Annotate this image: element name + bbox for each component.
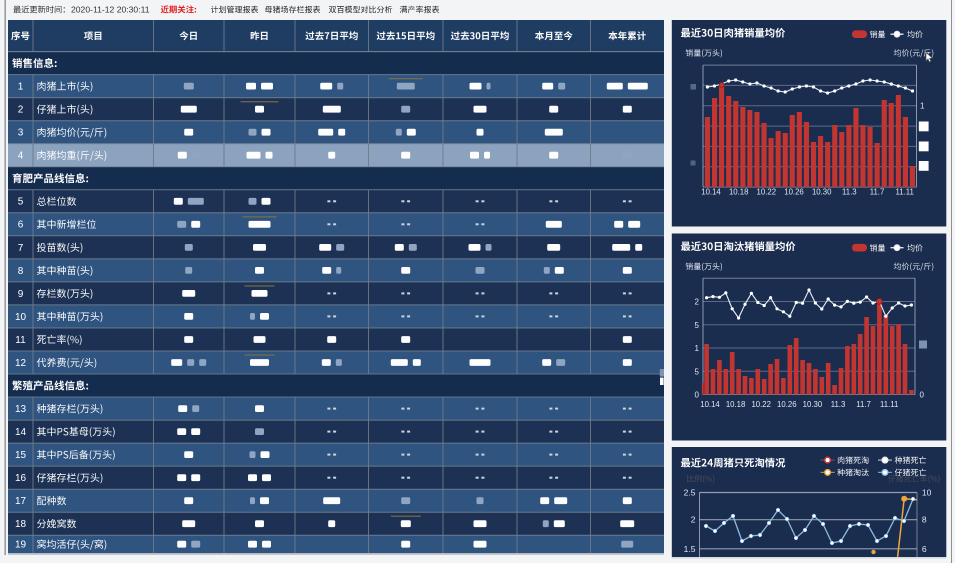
svg-text:10.18: 10.18 <box>729 188 749 197</box>
svg-text:3: 3 <box>18 128 24 139</box>
svg-text:10: 10 <box>15 312 27 323</box>
svg-text:10.22: 10.22 <box>751 400 771 409</box>
svg-text:2.5: 2.5 <box>684 488 696 498</box>
svg-text:1: 1 <box>695 344 700 353</box>
svg-text:9: 9 <box>18 289 24 300</box>
svg-text:11: 11 <box>15 335 26 346</box>
svg-text:11.11: 11.11 <box>896 188 914 197</box>
svg-text:2020-11-12 20:30:11: 2020-11-12 20:30:11 <box>71 5 150 15</box>
svg-text:11.7: 11.7 <box>870 188 885 197</box>
svg-text:1: 1 <box>18 82 24 93</box>
svg-text:11.7: 11.7 <box>856 400 871 409</box>
svg-text:10.26: 10.26 <box>777 400 797 409</box>
svg-text:2: 2 <box>695 298 700 307</box>
svg-text:10.30: 10.30 <box>803 400 823 409</box>
svg-text:16: 16 <box>15 473 27 484</box>
svg-text:1: 1 <box>920 102 925 111</box>
svg-text:19: 19 <box>15 540 27 551</box>
svg-text:4: 4 <box>18 151 24 162</box>
svg-text:11.3: 11.3 <box>842 188 857 197</box>
svg-text:5: 5 <box>695 367 700 376</box>
svg-text:12: 12 <box>15 358 27 369</box>
svg-text:10: 10 <box>922 488 932 498</box>
svg-text:6: 6 <box>18 220 24 231</box>
svg-text:6: 6 <box>922 544 927 554</box>
svg-text:18: 18 <box>15 519 27 530</box>
svg-text:10.26: 10.26 <box>784 188 804 197</box>
svg-text:10.14: 10.14 <box>701 188 721 197</box>
svg-text:11.3: 11.3 <box>831 400 846 409</box>
svg-text:10.30: 10.30 <box>812 188 832 197</box>
svg-text:2: 2 <box>18 105 24 116</box>
svg-text:1.5: 1.5 <box>684 544 696 554</box>
svg-text:14: 14 <box>15 427 27 438</box>
svg-text:0: 0 <box>920 391 925 400</box>
svg-text:10.18: 10.18 <box>726 400 746 409</box>
svg-text:5: 5 <box>18 197 24 208</box>
svg-text:8: 8 <box>922 515 927 525</box>
svg-text:11.11: 11.11 <box>880 400 898 409</box>
svg-text:8: 8 <box>18 266 24 277</box>
svg-text:7: 7 <box>18 243 24 254</box>
svg-text:10.22: 10.22 <box>757 188 777 197</box>
svg-text:15: 15 <box>15 450 27 461</box>
svg-text:0: 0 <box>695 391 700 400</box>
svg-text:5: 5 <box>695 321 700 330</box>
svg-text:17: 17 <box>15 496 27 507</box>
svg-text:13: 13 <box>15 404 27 415</box>
svg-text:2: 2 <box>691 515 696 525</box>
svg-text:10.14: 10.14 <box>700 400 720 409</box>
